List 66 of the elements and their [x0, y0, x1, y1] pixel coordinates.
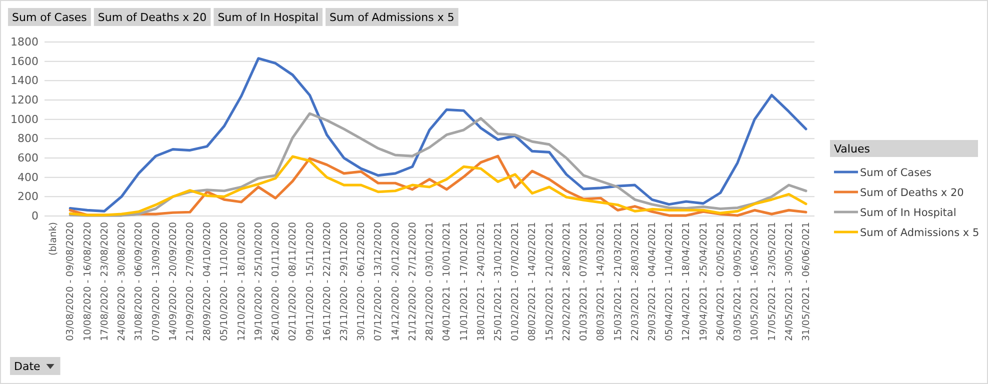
x-tick-label: 01/03/2021 - 07/03/2021 [578, 222, 590, 341]
x-tick-label: 05/10/2020 - 11/10/2020 [219, 222, 230, 341]
x-tick-label: 14/12/2020 - 20/12/2020 [390, 222, 402, 341]
x-tick-label: 28/09/2020 - 04/10/2020 [202, 222, 214, 341]
x-tick-label: 03/05/2021 - 09/05/2021 [732, 222, 744, 341]
x-tick-label: 24/08/2020 - 30/08/2020 [116, 222, 128, 341]
x-tick-label: 08/02/2021 - 14/02/2021 [527, 222, 538, 341]
x-tick-label: 10/08/2020 - 16/08/2020 [82, 222, 94, 341]
x-tick-label: 25/01/2021 - 31/01/2021 [492, 222, 504, 341]
field-button: Sum of Deaths x 20 [94, 8, 211, 26]
x-tick-label: 29/03/2021 - 04/04/2021 [646, 222, 658, 341]
y-tick-label: 200 [18, 190, 38, 204]
y-tick-label: 0 [32, 210, 38, 223]
x-tick-label: 31/08/2020 - 06/09/2020 [134, 222, 145, 341]
x-tick-label: 09/11/2020 - 15/11/2020 [304, 222, 316, 341]
x-tick-label: 07/12/2020 - 13/12/2020 [373, 222, 384, 341]
x-tick-label: 15/03/2021 - 21/03/2021 [612, 222, 624, 341]
legend-label: Sum of Admissions x 5 [860, 227, 980, 239]
x-tick-label: 21/09/2020 - 27/09/2020 [184, 222, 196, 341]
field-button: Sum of Admissions x 5 [326, 8, 458, 26]
x-tick-label: 22/03/2021 - 28/03/2021 [630, 222, 641, 341]
x-tick-label: 12/10/2020 - 18/10/2020 [236, 222, 248, 341]
y-tick-label: 800 [18, 132, 38, 146]
x-tick-label: 12/04/2021 - 18/04/2021 [681, 222, 692, 341]
legend-label: Sum of Cases [860, 167, 932, 179]
x-tick-label: 24/05/2021 - 30/05/2021 [784, 222, 795, 341]
x-tick-label: 10/05/2021 - 16/05/2021 [750, 222, 761, 341]
field-button: Sum of In Hospital [214, 8, 323, 26]
y-tick-label: 1800 [10, 36, 38, 49]
y-tick-label: 1200 [10, 94, 38, 107]
x-tick-label: 08/03/2021 - 14/03/2021 [596, 222, 607, 341]
x-tick-label: 19/10/2020 - 25/10/2020 [253, 222, 264, 341]
x-tick-label: 28/12/2020 - 03/01/2021 [424, 222, 436, 341]
x-tick-label: 02/11/2020 - 08/11/2020 [288, 222, 299, 341]
legend-label: Sum of In Hospital [860, 207, 956, 219]
x-tick-label: 26/04/2021 - 02/05/2021 [715, 222, 726, 341]
x-tick-label: 17/08/2020 - 23/08/2020 [99, 222, 110, 341]
y-tick-label: 600 [18, 152, 38, 165]
y-tick-label: 400 [18, 170, 38, 184]
x-tick-label: 03/08/2020 - 09/08/2020 [65, 222, 76, 341]
x-tick-label: 18/01/2021 - 24/01/2021 [476, 222, 487, 341]
x-tick-label: 15/02/2021 - 21/02/2021 [544, 222, 556, 341]
x-tick-label: 04/01/2021 - 10/01/2021 [442, 222, 453, 341]
x-tick-label: 22/02/2021 - 28/02/2021 [561, 222, 572, 341]
x-tick-label: 31/05/2021 - 06/06/2021 [800, 222, 812, 341]
field-button: Date [10, 357, 60, 375]
x-tick-label: 14/09/2020 - 20/09/2020 [168, 222, 179, 341]
y-tick-label: 1600 [10, 54, 38, 68]
y-tick-label: 1000 [10, 112, 38, 126]
x-tick-label: 17/05/2021 - 23/05/2021 [766, 222, 778, 341]
y-tick-label: 1400 [10, 74, 38, 88]
x-tick-label: (blank) [48, 222, 60, 256]
field-button: Sum of Cases [8, 8, 91, 26]
x-tick-label: 26/10/2020 - 01/11/2020 [270, 222, 282, 341]
x-tick-label: 01/02/2021 - 07/02/2021 [510, 222, 522, 341]
x-tick-label: 07/09/2020 - 13/09/2020 [150, 222, 162, 341]
line-series [68, 57, 808, 212]
legend-label: Sum of Deaths x 20 [860, 187, 964, 199]
x-tick-label: 19/04/2021 - 25/04/2021 [698, 222, 710, 341]
x-tick-label: 30/11/2020 - 06/12/2020 [356, 222, 368, 341]
x-tick-label: 21/12/2020 - 27/12/2020 [407, 222, 418, 341]
legend-title: Values [834, 142, 870, 156]
x-tick-label: 11/01/2021 - 17/01/2021 [458, 222, 470, 341]
x-tick-label: 23/11/2020 - 29/11/2020 [338, 222, 350, 341]
x-tick-label: 16/11/2020 - 22/11/2020 [322, 222, 333, 341]
x-tick-label: 05/04/2021 - 11/04/2021 [664, 222, 676, 341]
